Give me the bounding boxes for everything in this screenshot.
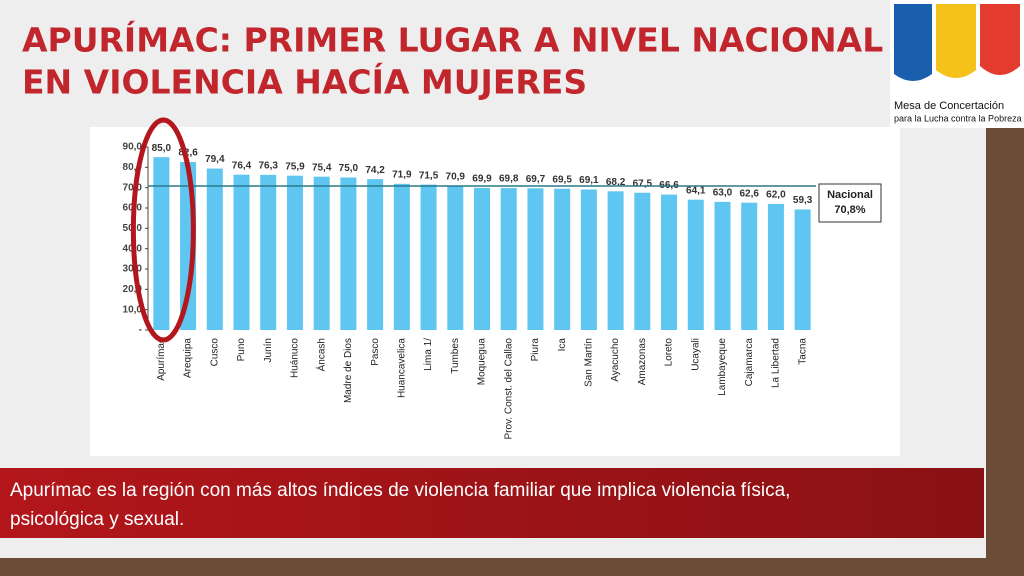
value-label: 68,2 (606, 177, 626, 188)
logo-face (936, 4, 976, 78)
x-tick-label: Huánuco (290, 338, 301, 378)
x-tick-label: La Libertad (771, 338, 782, 388)
value-label: 76,3 (259, 160, 279, 171)
value-label: 79,4 (205, 154, 225, 165)
logo-face (980, 4, 1020, 75)
bar (714, 201, 731, 330)
value-label: 69,7 (526, 174, 546, 185)
value-label: 69,8 (499, 174, 519, 185)
chart: -10,020,030,040,050,060,070,080,090,0 85,… (123, 117, 882, 440)
bar (420, 184, 437, 330)
x-tick-label: Piura (530, 338, 541, 362)
bar (794, 209, 811, 330)
value-label: 75,9 (285, 161, 305, 172)
reference-label: 70,8% (834, 204, 865, 216)
value-label: 69,9 (472, 174, 492, 185)
y-tick-label: 90,0 (123, 142, 143, 153)
x-tick-label: Apurímac (156, 338, 167, 381)
logo: Mesa de Concertación para la Lucha contr… (890, 0, 1024, 128)
x-tick-label: Huancavelica (396, 338, 407, 398)
x-tick-label: Junín (263, 338, 274, 362)
y-tick-label: 30,0 (123, 264, 143, 275)
bar (580, 189, 597, 330)
value-label: 69,5 (552, 174, 572, 185)
value-label: 64,1 (686, 185, 706, 196)
value-label: 74,2 (365, 165, 385, 176)
bar (554, 188, 571, 330)
bar (687, 199, 704, 330)
chart-bg (90, 127, 900, 456)
y-tick-label: - (139, 325, 142, 336)
bar (607, 191, 624, 330)
bar (634, 192, 651, 330)
bar (286, 175, 303, 330)
value-label: 59,3 (793, 195, 813, 206)
value-label: 63,0 (713, 188, 733, 199)
x-tick-label: Lambayeque (717, 338, 728, 396)
value-label: 71,5 (419, 170, 439, 181)
x-tick-label: Lima 1/ (423, 338, 434, 371)
value-label: 69,1 (579, 175, 599, 186)
value-label: 71,9 (392, 169, 412, 180)
bar (313, 176, 330, 330)
x-tick-label: Áncash (314, 338, 327, 371)
x-tick-label: Pasco (370, 338, 381, 366)
value-label: 67,5 (633, 178, 653, 189)
reference-box (818, 183, 882, 223)
caption-band (0, 468, 984, 538)
y-tick-label: 70,0 (123, 182, 143, 193)
caption: Apurímac es la región con más altos índi… (10, 480, 790, 501)
bar (206, 168, 223, 330)
x-tick-label: Amazonas (637, 338, 648, 385)
y-tick-label: 10,0 (123, 304, 143, 315)
bar (500, 188, 517, 330)
bar (767, 203, 784, 330)
value-label: 62,6 (739, 188, 759, 199)
value-label: 62,0 (766, 190, 786, 201)
highlight-ellipse (130, 117, 196, 343)
x-tick-label: Cusco (209, 338, 220, 367)
bar (340, 177, 357, 330)
bar (661, 194, 678, 330)
logo-text: para la Lucha contra la Pobreza (894, 113, 1022, 123)
x-tick-label: Tumbes (450, 338, 461, 374)
title: EN VIOLENCIA HACÍA MUJERES (22, 62, 587, 102)
y-tick-label: 20,0 (123, 284, 143, 295)
x-tick-label: Madre de Dios (343, 338, 354, 403)
bar (527, 188, 544, 330)
logo-face (894, 4, 932, 81)
value-label: 82,6 (178, 148, 198, 159)
value-label: 75,4 (312, 162, 332, 173)
bar (367, 179, 384, 330)
bar (741, 202, 758, 330)
value-label: 85,0 (152, 143, 172, 154)
bar (260, 174, 277, 330)
bar (153, 157, 170, 330)
value-label: 76,4 (232, 160, 252, 171)
x-tick-label: Ayacucho (610, 338, 621, 382)
bar (447, 185, 464, 330)
reference-name: Nacional (827, 189, 873, 201)
value-label: 75,0 (339, 163, 359, 174)
x-tick-label: Ica (557, 338, 568, 352)
x-tick-label: Moquegua (477, 338, 488, 386)
bar (233, 174, 250, 330)
value-label: 70,9 (446, 171, 466, 182)
x-tick-label: Ucayali (690, 338, 701, 371)
title: APURÍMAC: PRIMER LUGAR A NIVEL NACIONAL (22, 20, 883, 60)
x-tick-label: Puno (236, 338, 247, 362)
y-tick-label: 80,0 (123, 162, 143, 173)
x-tick-label: San Martín (584, 338, 595, 387)
x-tick-label: Loreto (664, 338, 675, 367)
bar (393, 183, 410, 330)
x-tick-label: Tacna (797, 338, 808, 365)
x-tick-label: Prov. Const. del Callao (503, 338, 514, 440)
x-tick-label: Arequipa (183, 338, 194, 378)
caption: psicológica y sexual. (10, 509, 184, 530)
bar (474, 187, 490, 330)
x-tick-label: Cajamarca (744, 338, 755, 387)
logo-text: Mesa de Concertación (894, 100, 1004, 112)
